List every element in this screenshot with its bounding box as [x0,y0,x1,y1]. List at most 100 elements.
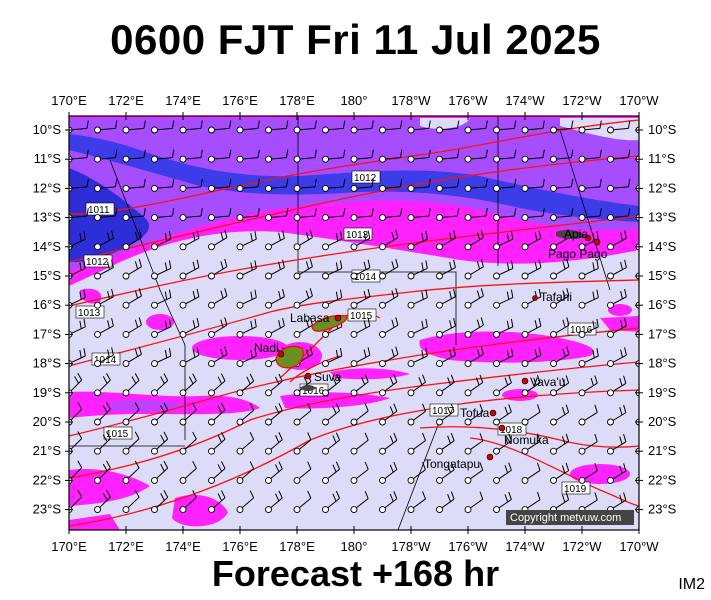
wind-barb [464,288,484,309]
wind-barb [151,431,169,455]
wind-barb [122,288,142,309]
isobar-label: 1011 [88,205,110,216]
wind-barb [265,178,289,192]
longitude-label: 176°W [448,539,488,554]
wind-barb [436,318,456,338]
wind-barb [350,347,371,368]
wind-barb [521,375,541,397]
wind-barb [236,260,257,280]
latitude-label: 19°S [648,385,677,400]
place-label-tafahi: Tafahi [540,290,572,304]
longitude-label: 170°E [51,93,87,108]
wind-barb [94,149,118,163]
isobar-labels: 1011 1012 1012 1013 1013 1014 1015 1016 … [75,170,597,495]
wind-barb [607,318,627,338]
wind-barb [236,231,257,251]
wind-barb [350,374,369,397]
wind-barb [521,318,542,338]
wind-barb [94,460,111,484]
place-label-tofua: Tofua [460,406,490,420]
wind-barb [293,208,317,222]
wind-barb [350,208,374,222]
latitude-label: 12°S [648,180,677,195]
wind-barb [379,403,398,426]
wind-barb [464,258,484,280]
wind-barb [293,120,317,134]
isobar-label: 1014 [354,272,377,283]
wind-barb [322,490,341,514]
wind-barb [578,289,599,309]
wind-barb [464,317,484,338]
wind-barb [236,289,257,309]
wind-barb [464,433,484,455]
wind-barb [521,433,541,455]
wind-barb [493,231,514,251]
wind-barb [293,288,313,309]
wind-barb [151,231,172,251]
longitude-label: 174°E [165,93,201,108]
latitude-label: 15°S [648,268,677,283]
wind-barb [208,346,228,368]
place-label-nomuka: Nomuka [504,433,549,447]
wind-barb [208,208,232,222]
latitude-label: 11°S [34,151,62,166]
wind-barb [265,120,289,134]
wind-barb [293,229,313,251]
wind-barb [265,373,283,397]
wind-barb [208,402,226,426]
wind-barb [151,460,169,484]
longitude-label: 178°E [279,539,315,554]
weather-map: 1011 1012 1012 1013 1013 1014 1015 1016 … [33,93,677,554]
place-markers [277,234,601,461]
wind-barb [521,149,545,163]
wind-barb [94,120,118,134]
wind-barb [407,231,428,251]
wind-barb [94,318,114,338]
wind-barb [265,461,283,484]
wind-barb [265,230,285,251]
wind-barb [322,432,341,455]
wind-barb [322,231,343,251]
latitude-label: 22°S [648,472,677,487]
wind-barb [493,149,517,163]
wind-barb [607,463,627,484]
wind-barb [322,461,341,484]
wind-barb [436,347,456,368]
wind-barb [436,462,455,484]
wind-barb [122,373,140,397]
wind-barb [379,491,398,514]
wind-barb [521,259,542,280]
isobar-label: 1015 [106,429,129,440]
latitude-label: 12°S [33,180,62,195]
longitude-label: 170°E [51,539,87,554]
wind-barb [550,317,570,338]
wind-barb [607,230,627,251]
isobar-label: 1013 [346,230,369,241]
wind-barb [464,178,488,192]
wind-barb [464,208,488,222]
wind-barb [521,120,545,134]
wind-barb [151,149,175,163]
place-label-apia: Apia [564,227,588,241]
wind-barb [379,374,398,397]
wind-barb [379,258,399,280]
wind-barb [607,375,627,397]
wind-barb [550,178,574,192]
wind-barb [94,489,111,514]
wind-barb [179,230,200,251]
wind-barb [407,208,431,222]
wind-barb [407,318,428,338]
wind-barb [179,288,200,309]
forecast-label: Forecast +168 hr [211,553,500,594]
wind-barb [550,208,574,222]
wind-barb [607,178,631,192]
wind-barb [578,120,602,134]
wind-barbs [69,120,639,514]
longitude-labels-top: 170°E 172°E 174°E 176°E 178°E 180° 178°W 176°W 1… [51,93,659,108]
wind-barb [493,289,514,309]
latitude-label: 22°S [33,472,62,487]
wind-barb [379,149,403,163]
wind-barb [322,260,343,280]
wind-barb [122,402,140,426]
wind-barb [322,208,346,222]
